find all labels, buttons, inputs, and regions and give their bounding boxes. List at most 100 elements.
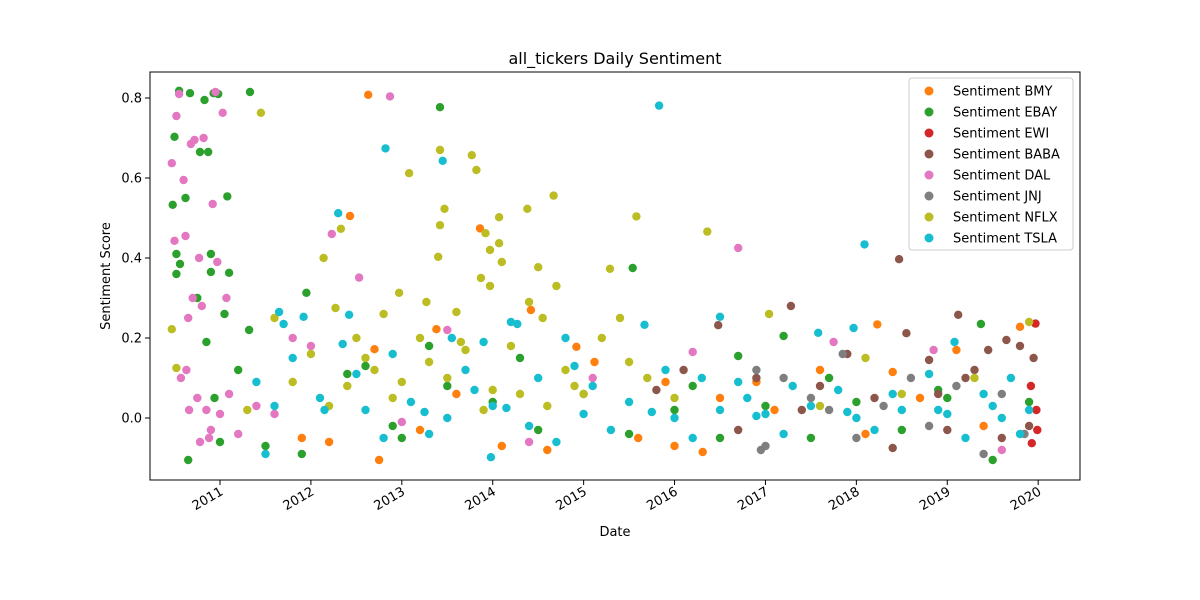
data-point	[643, 373, 652, 383]
data-point	[172, 249, 181, 259]
data-point	[379, 309, 388, 319]
data-point	[624, 397, 634, 407]
data-point	[261, 441, 270, 451]
data-point	[976, 319, 986, 329]
data-point	[734, 243, 743, 253]
data-point	[175, 259, 185, 269]
data-point	[970, 373, 979, 383]
x-tick-label: 2011	[190, 484, 226, 514]
x-tick-label: 2012	[281, 484, 317, 514]
data-point	[897, 405, 906, 415]
data-point	[515, 389, 525, 399]
data-point	[579, 409, 588, 419]
data-point	[397, 417, 406, 427]
data-point	[243, 405, 252, 415]
data-point	[388, 421, 397, 431]
data-point	[906, 373, 916, 383]
data-point	[952, 381, 961, 391]
data-point	[297, 449, 306, 459]
data-point	[997, 433, 1006, 443]
data-point	[734, 425, 743, 435]
data-point	[184, 405, 194, 415]
data-point	[979, 389, 988, 399]
data-point	[770, 405, 779, 415]
data-point	[200, 95, 209, 105]
legend-label: Sentiment BABA	[953, 148, 1060, 163]
data-point	[481, 229, 490, 238]
data-point	[605, 264, 615, 273]
data-point	[870, 393, 879, 403]
data-point	[186, 139, 196, 149]
data-point	[806, 401, 816, 411]
data-point	[606, 425, 616, 435]
data-point	[494, 213, 504, 222]
data-point	[615, 313, 625, 323]
data-point	[1031, 319, 1040, 328]
series-sentiment-nflx	[167, 108, 1034, 415]
data-point	[467, 151, 476, 160]
legend-marker	[924, 86, 934, 96]
data-point	[345, 211, 355, 221]
data-point	[988, 401, 997, 411]
data-point	[194, 253, 204, 263]
data-point	[549, 191, 558, 200]
data-point	[424, 341, 434, 351]
data-point	[252, 401, 261, 411]
data-point	[435, 103, 445, 112]
data-point	[588, 373, 597, 383]
data-point	[934, 405, 943, 415]
data-point	[404, 169, 414, 178]
data-point	[670, 405, 679, 415]
data-point	[334, 209, 343, 218]
data-point	[786, 301, 796, 311]
data-point	[195, 437, 205, 447]
data-point	[888, 389, 897, 399]
legend-label: Sentiment DAL	[953, 169, 1051, 184]
x-axis-label: Date	[599, 525, 630, 540]
data-point	[788, 381, 797, 391]
data-point	[924, 421, 934, 431]
series-sentiment-bmy	[297, 90, 1025, 465]
data-point	[327, 229, 336, 239]
legend-marker	[924, 149, 934, 159]
x-axis: 2011 2012 2013 2014 2015 2016 2017 2018 2019 2020	[190, 480, 1044, 514]
data-point	[561, 365, 570, 375]
data-point	[385, 92, 395, 101]
y-tick-label: 0.2	[121, 332, 142, 347]
chart-title: all_tickers Daily Sentiment	[508, 49, 721, 69]
data-point	[997, 445, 1006, 455]
data-point	[452, 389, 461, 399]
data-point	[761, 409, 770, 419]
data-point	[299, 312, 308, 321]
data-point	[961, 373, 970, 383]
data-point	[570, 361, 579, 371]
legend-marker	[924, 212, 934, 222]
data-point	[661, 365, 670, 375]
data-point	[182, 365, 191, 375]
data-point	[534, 425, 543, 435]
data-point	[524, 297, 534, 307]
data-point	[943, 409, 952, 419]
data-point	[1029, 353, 1038, 363]
data-point	[588, 381, 597, 391]
data-point	[579, 389, 588, 399]
data-point	[861, 353, 870, 363]
data-point	[274, 307, 284, 317]
data-point	[634, 433, 643, 443]
data-point	[167, 325, 176, 334]
data-point	[764, 309, 774, 319]
data-point	[488, 401, 497, 411]
data-point	[806, 433, 816, 443]
data-point	[815, 381, 825, 391]
x-tick-label: 2014	[463, 484, 499, 514]
data-point	[447, 333, 456, 343]
data-point	[688, 347, 697, 357]
data-point	[552, 437, 561, 447]
data-point	[624, 429, 634, 439]
data-point	[374, 455, 384, 465]
data-point	[206, 267, 216, 277]
data-point	[488, 385, 497, 395]
data-point	[344, 310, 354, 319]
legend-marker	[924, 170, 934, 180]
